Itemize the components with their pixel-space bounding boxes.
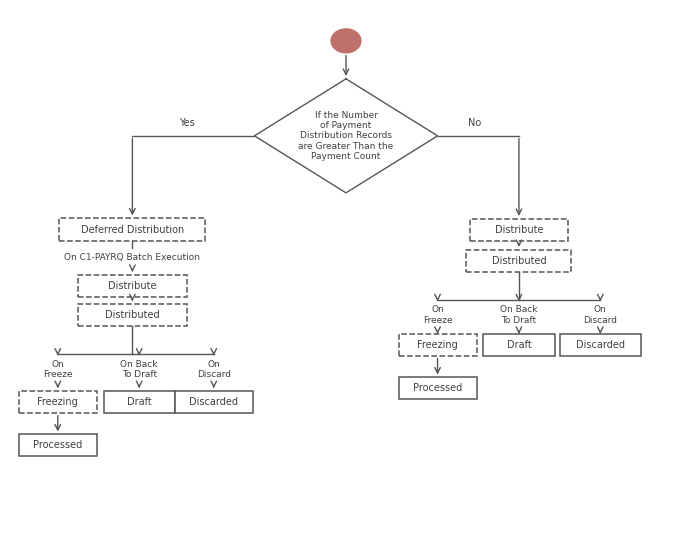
Text: On
Discard: On Discard	[197, 360, 230, 379]
FancyBboxPatch shape	[19, 434, 97, 456]
FancyBboxPatch shape	[60, 218, 206, 241]
Text: On C1-PAYRQ Batch Execution: On C1-PAYRQ Batch Execution	[64, 253, 201, 262]
Circle shape	[331, 29, 361, 53]
Text: Processed: Processed	[413, 383, 462, 393]
FancyBboxPatch shape	[399, 377, 477, 399]
Text: On
Freeze: On Freeze	[43, 360, 73, 379]
Text: Draft: Draft	[127, 397, 152, 407]
Text: Distributed: Distributed	[105, 310, 160, 320]
Text: Distribute: Distribute	[108, 281, 156, 291]
Text: Deferred Distribution: Deferred Distribution	[81, 225, 184, 235]
FancyBboxPatch shape	[78, 275, 187, 296]
FancyBboxPatch shape	[104, 391, 175, 413]
Text: Processed: Processed	[33, 440, 82, 450]
Text: If the Number
of Payment
Distribution Records
are Greater Than the
Payment Count: If the Number of Payment Distribution Re…	[298, 111, 394, 161]
Text: Discarded: Discarded	[576, 340, 625, 350]
Text: On
Freeze: On Freeze	[423, 305, 453, 325]
Text: Distributed: Distributed	[491, 256, 546, 266]
Text: On Back
To Draft: On Back To Draft	[120, 360, 158, 379]
FancyBboxPatch shape	[175, 391, 253, 413]
Text: Distribute: Distribute	[495, 225, 543, 235]
FancyBboxPatch shape	[470, 219, 568, 240]
Text: On
Discard: On Discard	[583, 305, 617, 325]
FancyBboxPatch shape	[19, 391, 97, 413]
FancyBboxPatch shape	[560, 334, 641, 356]
Text: Yes: Yes	[179, 117, 194, 127]
Text: No: No	[468, 117, 482, 127]
Text: Freezing: Freezing	[37, 397, 78, 407]
Text: Discarded: Discarded	[189, 397, 238, 407]
Text: Freezing: Freezing	[417, 340, 458, 350]
FancyBboxPatch shape	[466, 250, 572, 271]
FancyBboxPatch shape	[483, 334, 554, 356]
Text: Draft: Draft	[507, 340, 531, 350]
FancyBboxPatch shape	[399, 334, 477, 356]
Text: On Back
To Draft: On Back To Draft	[500, 305, 538, 325]
FancyBboxPatch shape	[78, 304, 187, 326]
Polygon shape	[255, 79, 437, 193]
